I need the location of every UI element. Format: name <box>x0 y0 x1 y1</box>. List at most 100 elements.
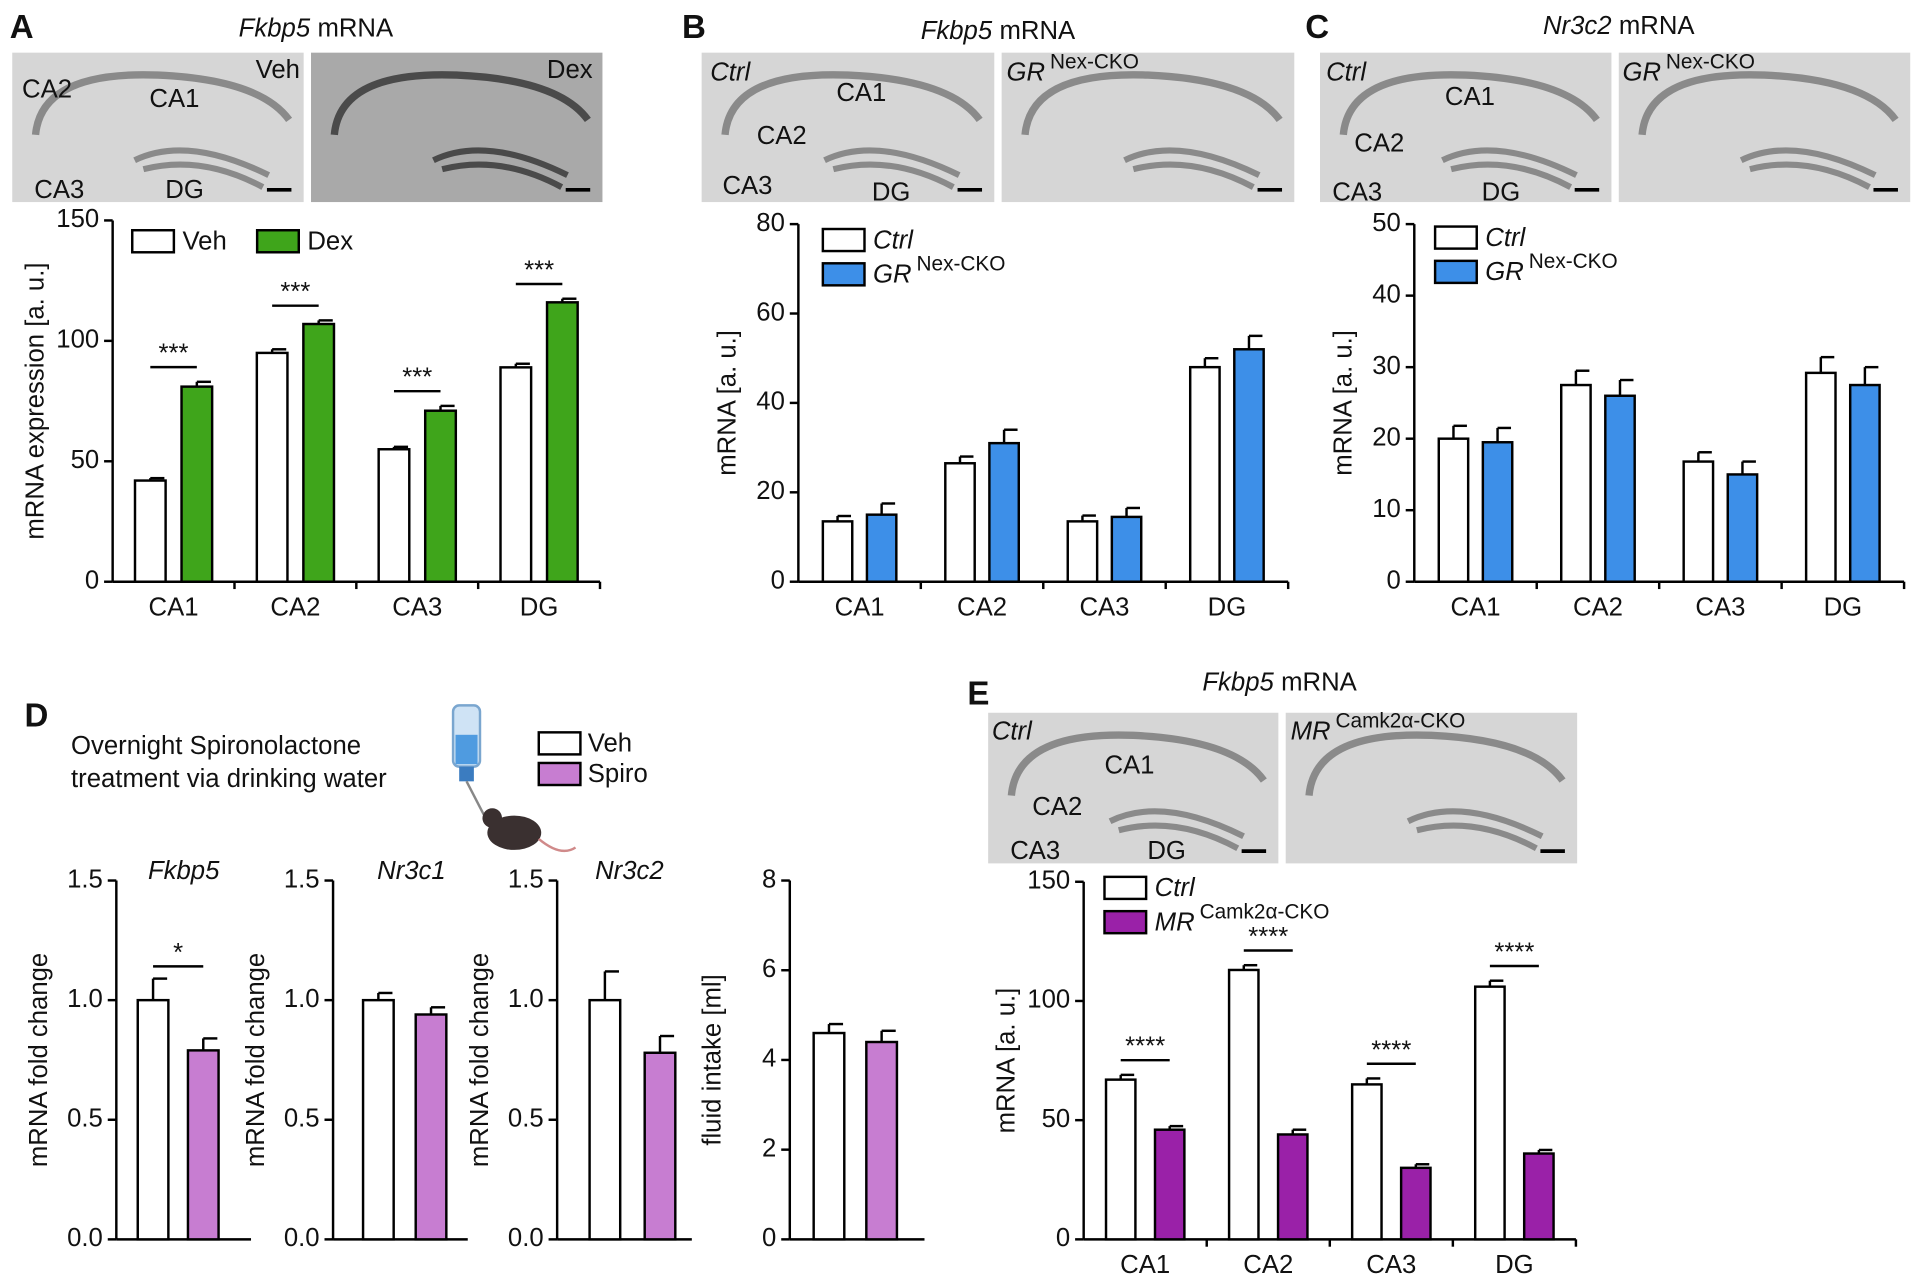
y-tick-label: 50 <box>71 446 100 474</box>
y-tick-label: 100 <box>56 326 99 354</box>
bar <box>1473 985 1506 1241</box>
image-condition-sup: Camk2α-CKO <box>1335 709 1465 732</box>
panel-label: A <box>10 9 34 46</box>
y-tick-label: 0 <box>762 1224 776 1252</box>
y-axis-label: mRNA expression [a. u.] <box>22 262 50 539</box>
legend-swatch <box>821 262 866 287</box>
bar <box>865 1040 899 1241</box>
panel-title: Fkbp5 mRNA <box>239 14 394 42</box>
y-tick-label: 10 <box>1372 495 1401 523</box>
bar <box>186 1049 220 1241</box>
image-condition-main: Dex <box>547 56 593 84</box>
legend-swatch <box>1433 225 1478 250</box>
hippocampus-ca <box>721 71 983 136</box>
legend-label-main: Ctrl <box>1155 874 1196 902</box>
legend-label: GR Nex-CKO <box>1485 250 1617 286</box>
legend-swatch <box>131 229 176 254</box>
bar <box>1481 441 1514 583</box>
hippocampus-ca <box>1007 731 1267 797</box>
legend-label-main: Dex <box>307 227 353 255</box>
bar <box>414 1013 448 1241</box>
y-axis-label: mRNA fold change <box>25 953 53 1167</box>
description: treatment via drinking water <box>71 765 387 793</box>
x-tick-label: DG <box>1824 593 1863 621</box>
region-label: CA2 <box>1032 793 1082 821</box>
image-condition-main: GR <box>1007 58 1046 86</box>
image-condition-main: GR <box>1622 58 1661 86</box>
y-axis-label: mRNA fold change <box>466 953 494 1167</box>
legend-swatch <box>255 229 300 254</box>
bar <box>1276 1133 1309 1241</box>
y-axis-label: mRNA [a. u.] <box>993 988 1021 1134</box>
legend-swatch <box>1433 259 1478 285</box>
bar <box>821 520 854 583</box>
significance-label: *** <box>524 257 554 285</box>
legend-label: Ctrl <box>1485 224 1526 252</box>
region-label: CA2 <box>757 122 807 150</box>
bar <box>1104 1078 1137 1241</box>
legend-label-sup: Nex-CKO <box>917 252 1006 275</box>
y-tick-label: 0 <box>1056 1224 1070 1252</box>
region-label: CA3 <box>1332 178 1382 206</box>
title-rest: mRNA <box>317 14 394 42</box>
x-tick-label: CA3 <box>1366 1251 1416 1279</box>
y-tick-label: 0.0 <box>67 1224 103 1252</box>
bar <box>1848 383 1881 583</box>
region-label: DG <box>872 178 911 206</box>
bar <box>1437 437 1470 583</box>
bar <box>1066 520 1099 583</box>
title-gene: Fkbp5 <box>239 14 311 42</box>
bar <box>588 998 622 1241</box>
image-condition-sup: Nex-CKO <box>1666 50 1755 73</box>
y-tick-label: 50 <box>1372 209 1401 237</box>
image-condition-main: Ctrl <box>1326 58 1367 86</box>
y-tick-label: 40 <box>1372 280 1401 308</box>
description: Overnight Spironolactone <box>71 732 361 760</box>
panel-title: Fkbp5 mRNA <box>1202 668 1357 696</box>
y-tick-label: 8 <box>762 865 776 893</box>
y-tick-label: 80 <box>756 209 785 237</box>
bar <box>1604 394 1636 583</box>
x-tick-label: CA1 <box>1451 593 1501 621</box>
bar <box>812 1031 846 1241</box>
y-tick-label: 60 <box>756 298 785 326</box>
significance-label: **** <box>1248 923 1288 951</box>
legend-label-main: Ctrl <box>1485 224 1526 252</box>
y-tick-label: 1.0 <box>508 985 544 1013</box>
y-axis-label: mRNA [a. u.] <box>1329 330 1357 476</box>
legend-label: MR Camk2α-CKO <box>1155 900 1330 936</box>
legend-label: Dex <box>307 227 353 255</box>
bottle-mouse-icon <box>451 704 577 853</box>
image-condition: Ctrl <box>1326 58 1367 86</box>
y-tick-label: 0 <box>1387 567 1401 595</box>
hippocampus-ca <box>330 71 591 136</box>
y-tick-label: 150 <box>56 205 99 233</box>
legend-label-main: Veh <box>182 227 226 255</box>
subplot-title: Fkbp5 <box>148 857 220 885</box>
title-gene: Nr3c2 <box>1543 12 1612 40</box>
legend-label-main: GR <box>873 260 912 288</box>
legend-label: Veh <box>588 729 632 757</box>
y-tick-label: 0 <box>771 567 785 595</box>
bar <box>1153 1128 1186 1241</box>
subplot-title: Nr3c1 <box>377 857 446 885</box>
bar <box>1560 383 1592 583</box>
significance-label: **** <box>1494 939 1534 967</box>
legend-label: Ctrl <box>873 226 914 254</box>
legend-swatch <box>537 761 582 787</box>
y-tick-label: 0 <box>85 567 99 595</box>
hippocampus-dg <box>432 147 569 190</box>
region-label: DG <box>1147 837 1186 865</box>
legend-label-main: GR <box>1485 258 1524 286</box>
x-tick-label: DG <box>520 593 559 621</box>
bar <box>133 479 167 583</box>
y-tick-label: 30 <box>1372 352 1401 380</box>
panel-title: Nr3c2 mRNA <box>1543 12 1695 40</box>
region-label: DG <box>165 176 204 204</box>
image-condition: Dex <box>547 56 593 84</box>
hippocampus-dg <box>1406 808 1544 852</box>
legend-label: Veh <box>182 227 226 255</box>
bar <box>643 1051 677 1241</box>
bar <box>136 998 170 1241</box>
region-label: CA1 <box>1445 83 1495 111</box>
